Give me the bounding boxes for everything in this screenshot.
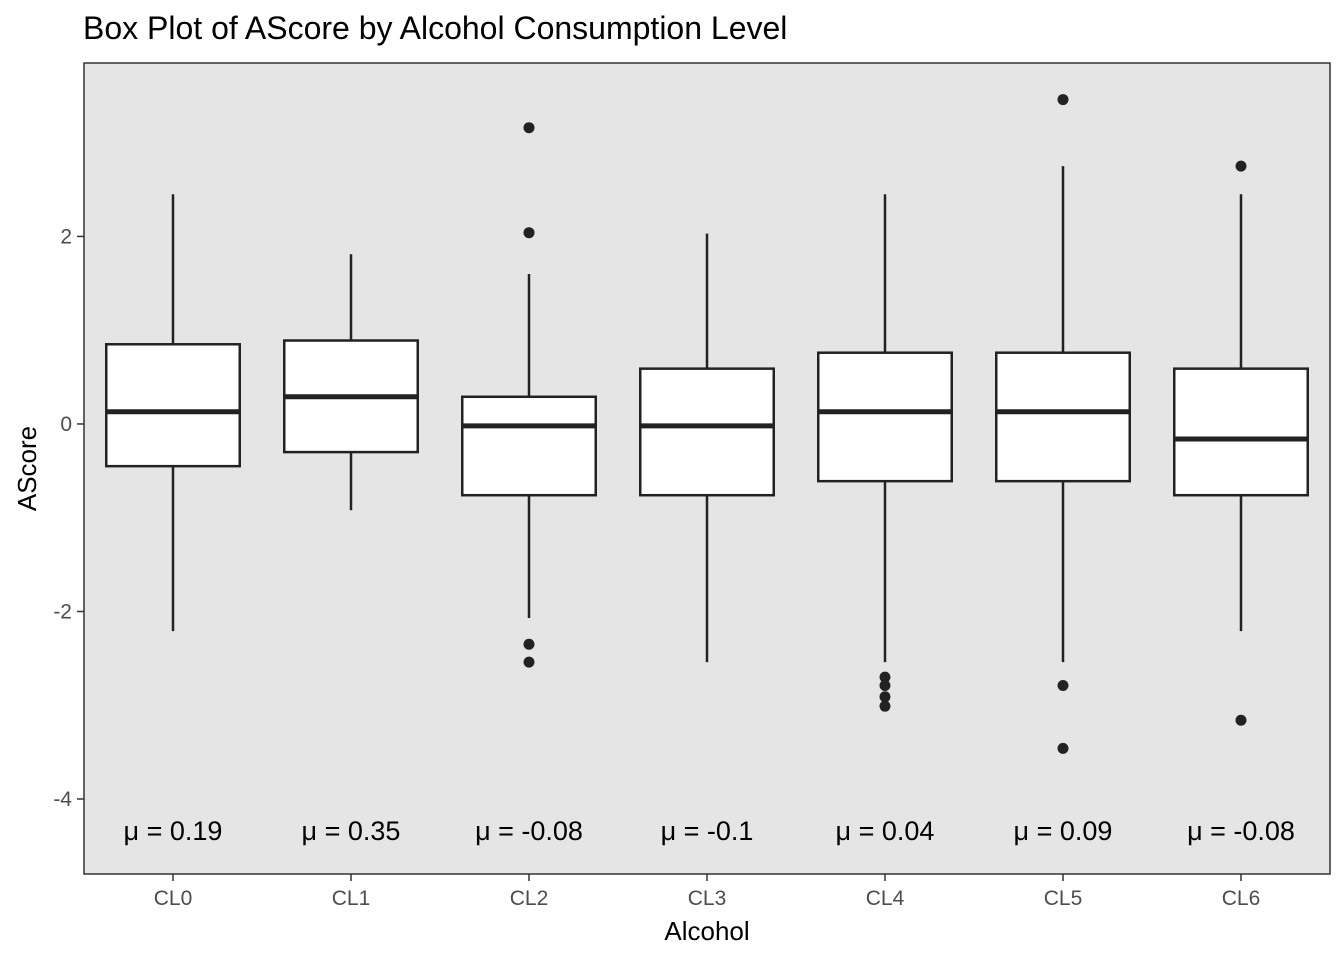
outlier-point (879, 700, 891, 712)
outlier-point (1235, 714, 1247, 726)
iqr-box (105, 343, 241, 468)
mean-label: μ = 0.19 (124, 816, 223, 846)
iqr-box (995, 351, 1131, 483)
y-axis: -4 -2 0 2 (53, 225, 84, 811)
x-tick-label: CL2 (510, 887, 549, 910)
outlier-point (879, 691, 891, 703)
mean-label: μ = 0.35 (302, 816, 401, 846)
iqr-box (461, 395, 597, 497)
x-axis-title: Alcohol (664, 916, 749, 946)
mean-label: μ = -0.08 (475, 816, 583, 846)
x-axis: CL0 CL1 CL2 CL3 CL4 CL5 CL6 (154, 874, 1261, 910)
y-axis-title: AScore (12, 426, 42, 511)
x-tick-label: CL1 (332, 887, 371, 910)
x-tick-label: CL0 (154, 887, 193, 910)
chart-marks: μ = 0.19 μ = 0.35 μ = -0.08 μ = -0.1 μ = 0.0… (105, 94, 1309, 846)
box-cl3: μ = -0.1 (639, 233, 775, 846)
y-tick-label: 0 (60, 413, 72, 436)
x-tick-label: CL3 (688, 887, 727, 910)
y-tick-label: 2 (60, 225, 72, 248)
outlier-point (1057, 742, 1069, 754)
box-cl0: μ = 0.19 (105, 194, 241, 846)
mean-label: μ = -0.08 (1187, 816, 1295, 846)
outlier-point (523, 227, 535, 239)
box-cl1: μ = 0.35 (283, 254, 419, 846)
mean-label: μ = 0.09 (1014, 816, 1113, 846)
outlier-point (879, 680, 891, 692)
iqr-box (1173, 367, 1309, 497)
box-cl2: μ = -0.08 (461, 122, 597, 846)
mean-label: μ = -0.1 (661, 816, 754, 846)
x-tick-label: CL6 (1222, 887, 1261, 910)
chart-title: Box Plot of AScore by Alcohol Consumptio… (83, 10, 787, 46)
box-cl6: μ = -0.08 (1173, 160, 1309, 846)
y-tick-label: -2 (53, 600, 72, 623)
box-cl4: μ = 0.04 (817, 194, 953, 846)
outlier-point (879, 671, 891, 683)
outlier-point (1057, 680, 1069, 692)
box-cl5: μ = 0.09 (995, 94, 1131, 846)
x-tick-label: CL4 (866, 887, 905, 910)
iqr-box (639, 367, 775, 497)
mean-label: μ = 0.04 (836, 816, 935, 846)
outlier-point (523, 656, 535, 668)
x-tick-label: CL5 (1044, 887, 1083, 910)
outlier-point (523, 122, 535, 134)
outlier-point (1057, 94, 1069, 106)
y-tick-label: -4 (53, 788, 72, 811)
outlier-point (523, 638, 535, 650)
outlier-point (1235, 160, 1247, 172)
iqr-box (817, 351, 953, 483)
